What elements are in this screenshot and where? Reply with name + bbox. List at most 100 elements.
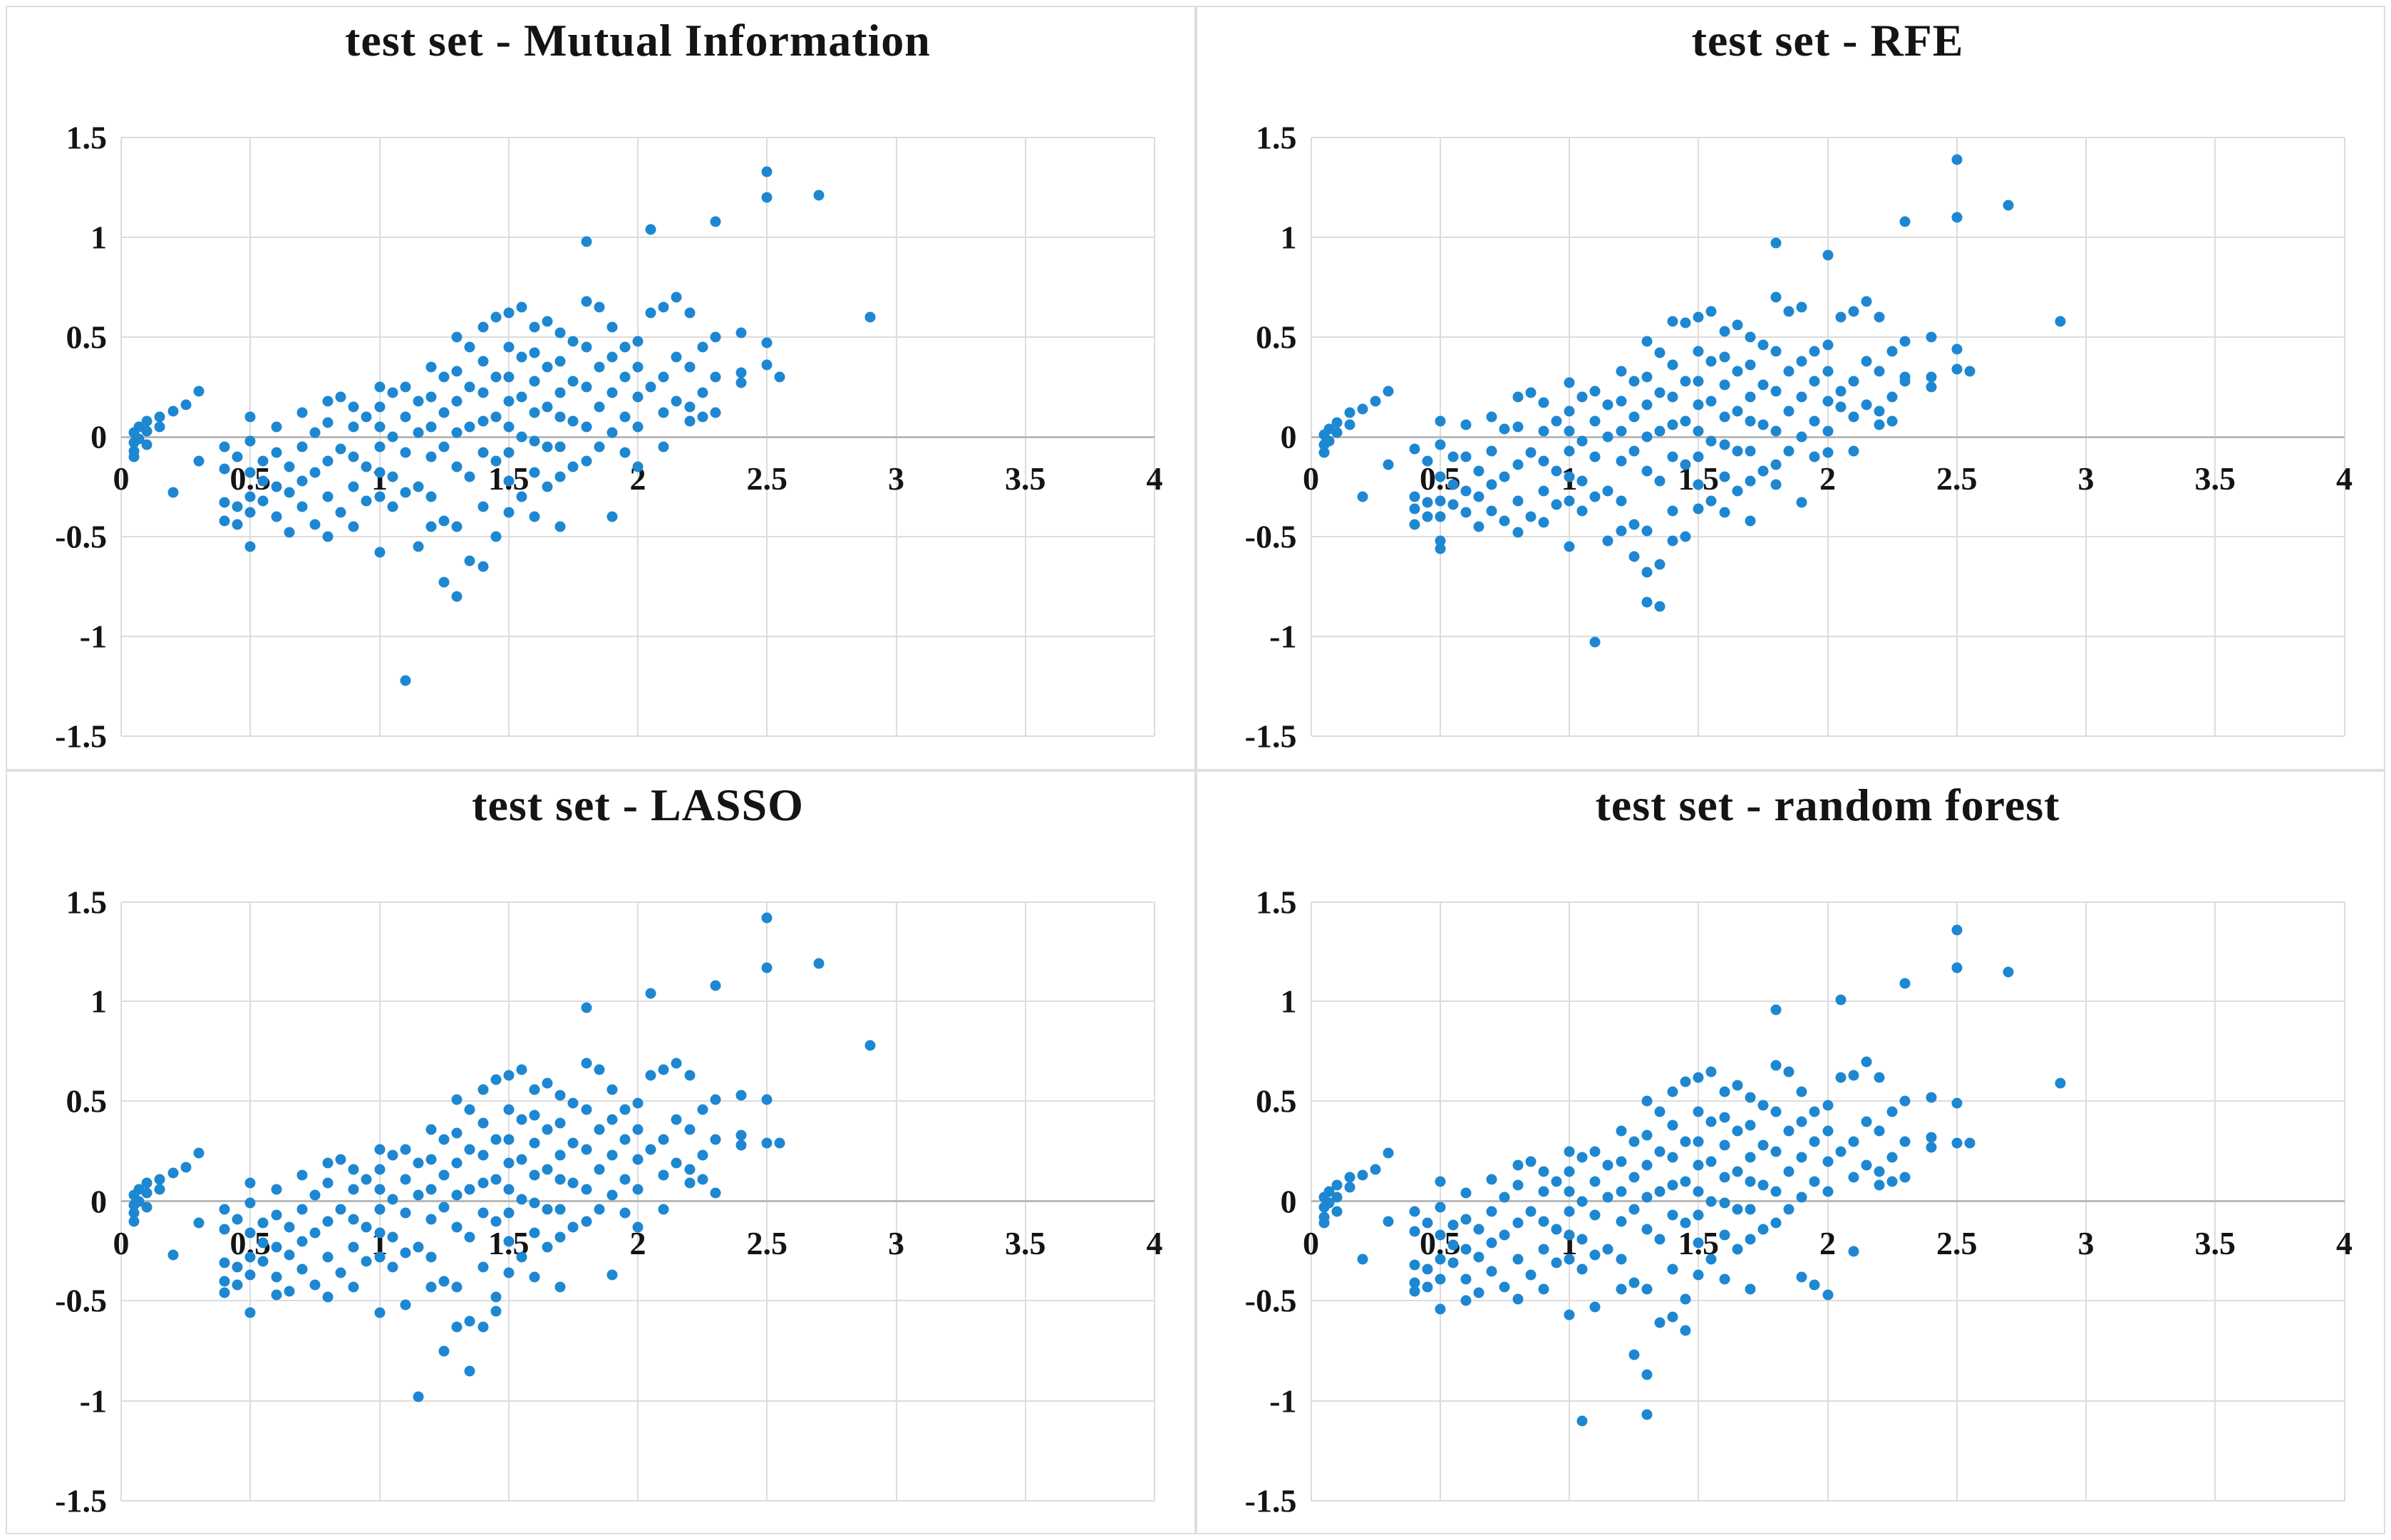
scatter-point xyxy=(632,1097,644,1109)
scatter-point xyxy=(581,1058,592,1069)
y-tick-label: 1 xyxy=(1280,983,1297,1020)
scatter-point xyxy=(322,491,334,502)
scatter-point xyxy=(490,371,502,383)
scatter-point xyxy=(361,495,372,507)
scatter-point xyxy=(697,1174,708,1185)
scatter-point xyxy=(1680,1217,1691,1229)
scatter-point xyxy=(1602,431,1613,443)
scatter-point xyxy=(413,1391,424,1402)
scatter-point xyxy=(1564,495,1575,507)
scatter-point xyxy=(271,1289,282,1301)
y-tick-label: -1.5 xyxy=(1244,1482,1297,1519)
scatter-point xyxy=(1783,1066,1794,1077)
scatter-point xyxy=(1589,415,1601,427)
x-tick-label: 0 xyxy=(1303,1224,1319,1261)
scatter-point xyxy=(710,407,721,418)
scatter-point xyxy=(606,1269,618,1281)
scatter-point xyxy=(1331,427,1343,438)
scatter-point xyxy=(632,361,644,373)
scatter-point xyxy=(1641,567,1653,578)
plot-area-random-forest: 1.510.50-0.5-1-1.500.511.522.533.54 xyxy=(1245,884,2353,1519)
scatter-point xyxy=(1370,396,1381,407)
scatter-point xyxy=(658,441,669,453)
scatter-point xyxy=(1564,1166,1575,1177)
scatter-point xyxy=(813,958,825,969)
scatter-point xyxy=(503,1236,515,1246)
scatter-point xyxy=(567,1097,579,1109)
scatter-point xyxy=(554,1204,566,1215)
scatter-point xyxy=(1525,1156,1537,1167)
scatter-point xyxy=(1357,1169,1368,1181)
scatter-point xyxy=(1654,387,1666,398)
scatter-point xyxy=(438,577,450,588)
scatter-point xyxy=(529,1137,540,1149)
scatter-point xyxy=(1538,485,1549,497)
scatter-point xyxy=(864,1040,876,1051)
scatter-point xyxy=(1848,1246,1859,1256)
scatter-point xyxy=(529,407,540,418)
scatter-point xyxy=(193,386,205,397)
gridline-horizontal xyxy=(1311,1499,2345,1502)
scatter-point xyxy=(1822,425,1833,437)
scatter-point xyxy=(1435,1303,1446,1315)
scatter-point xyxy=(503,1157,515,1169)
scatter-point xyxy=(2055,1078,2066,1089)
scatter-point xyxy=(180,1162,192,1173)
scatter-point xyxy=(361,1221,372,1233)
scatter-point xyxy=(581,236,592,247)
scatter-point xyxy=(284,1221,295,1233)
scatter-point xyxy=(374,547,385,558)
scatter-point xyxy=(1719,379,1730,391)
scatter-point xyxy=(581,341,592,353)
gridline-vertical xyxy=(1154,901,1155,1501)
plot-area-rfe: 1.510.50-0.5-1-1.500.511.522.533.54 xyxy=(1245,120,2353,755)
scatter-point xyxy=(1357,491,1368,502)
scatter-point xyxy=(1693,1237,1704,1249)
scatter-point xyxy=(335,1204,346,1215)
scatter-point xyxy=(1822,396,1833,407)
scatter-point xyxy=(1628,445,1640,457)
scatter-point xyxy=(1719,1172,1730,1183)
scatter-point xyxy=(1861,296,1872,307)
scatter-point xyxy=(632,1184,644,1195)
scatter-point xyxy=(619,1104,631,1115)
scatter-point xyxy=(1512,1254,1523,1265)
scatter-point xyxy=(542,1241,553,1253)
scatter-point xyxy=(1822,366,1833,377)
scatter-point xyxy=(645,381,656,393)
scatter-point xyxy=(1693,399,1704,410)
scatter-point xyxy=(554,441,566,453)
scatter-point xyxy=(477,1177,488,1189)
scatter-point xyxy=(645,1144,656,1155)
scatter-point xyxy=(658,301,669,313)
x-tick-label: 2.5 xyxy=(746,460,788,497)
scatter-point xyxy=(1512,391,1523,403)
scatter-point xyxy=(581,1002,592,1013)
scatter-point xyxy=(1770,459,1782,470)
y-tick-label: 0.5 xyxy=(1256,319,1297,356)
scatter-point xyxy=(761,962,773,973)
scatter-point xyxy=(1589,386,1601,397)
scatter-point xyxy=(658,1134,669,1145)
scatter-point xyxy=(141,1177,153,1189)
scatter-point xyxy=(1874,1125,1885,1137)
scatter-point xyxy=(1770,346,1782,357)
scatter-point xyxy=(232,501,243,512)
scatter-point xyxy=(554,327,566,339)
y-tick-label: 1.5 xyxy=(66,884,108,920)
scatter-point xyxy=(309,1227,321,1239)
scatter-point xyxy=(619,447,631,458)
scatter-point xyxy=(503,307,515,319)
scatter-point xyxy=(567,461,579,472)
scatter-point xyxy=(1435,1273,1446,1285)
scatter-point xyxy=(761,359,773,371)
gridline-vertical xyxy=(2343,901,2345,1501)
scatter-point xyxy=(348,481,359,492)
scatter-point xyxy=(1616,1216,1626,1226)
scatter-point xyxy=(516,301,527,313)
scatter-point xyxy=(529,1110,540,1121)
scatter-point xyxy=(1460,1214,1472,1225)
scatter-point xyxy=(400,1299,411,1311)
scatter-point xyxy=(425,1184,437,1195)
